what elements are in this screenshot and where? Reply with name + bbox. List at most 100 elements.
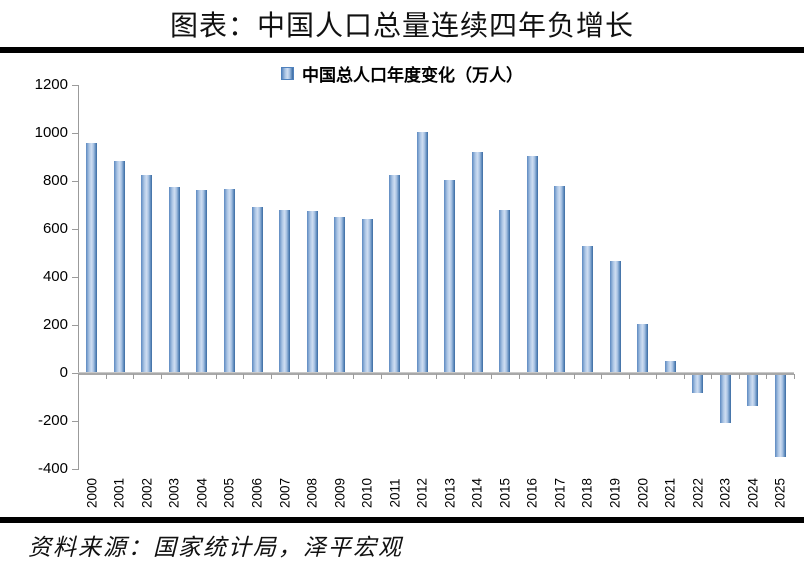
bar-chart-plot-area: 1200 1000 800 600 400 200 0 -200 -400 2000 2001 200…	[35, 76, 795, 508]
x-axis-tick-mark	[766, 374, 768, 379]
x-axis-category-label: 2013	[442, 477, 458, 509]
x-axis-category-label: 2011	[387, 478, 403, 508]
x-axis-tick-mark	[353, 374, 355, 379]
x-axis-tick-mark	[408, 374, 410, 379]
x-axis-category-label: 2021	[662, 477, 678, 509]
bar-2025	[774, 373, 786, 457]
y-axis-tick-mark	[72, 469, 78, 470]
x-axis-category-label: 2019	[607, 477, 623, 509]
x-axis-category-label: 2008	[304, 477, 320, 509]
bar-2014	[471, 152, 483, 373]
bar-2024	[747, 373, 759, 407]
x-axis-tick-mark	[105, 374, 107, 379]
x-axis-category-label: 2010	[359, 477, 375, 509]
source-note: 资料来源：国家统计局，泽平宏观	[28, 535, 403, 560]
y-axis-tick-label: 600	[42, 220, 68, 237]
x-axis-tick-mark	[78, 374, 79, 379]
y-axis-tick-label: 800	[42, 172, 68, 189]
bar-2023	[719, 373, 731, 423]
bar-2000	[86, 143, 98, 373]
y-axis-tick-label: 1200	[34, 76, 68, 93]
x-axis-tick-mark	[794, 374, 795, 379]
x-axis-category-label: 2014	[469, 477, 485, 509]
y-axis-tick-mark	[72, 421, 78, 422]
bar-2008	[306, 211, 318, 373]
y-axis-tick-label: 400	[42, 268, 68, 285]
y-axis-tick-label: 1000	[34, 124, 68, 141]
chart-title: 图表：中国人口总量连续四年负增长	[169, 11, 634, 42]
x-axis-tick-mark	[215, 374, 217, 379]
x-axis-category-label: 2023	[717, 477, 733, 509]
bar-2020	[637, 324, 649, 373]
bar-2021	[664, 361, 676, 373]
bar-2005	[223, 188, 235, 373]
x-axis-tick-mark	[298, 374, 300, 379]
bar-2001	[113, 160, 125, 373]
x-axis-category-label: 2015	[497, 477, 513, 509]
x-axis-tick-mark	[738, 374, 740, 379]
y-axis-tick-mark	[72, 85, 78, 86]
x-axis-tick-mark	[573, 374, 575, 379]
y-axis-tick-label: 0	[59, 364, 68, 381]
x-axis-tick-mark	[133, 374, 135, 379]
y-axis-tick-label: 200	[42, 316, 68, 333]
bar-2017	[554, 186, 566, 373]
x-axis-category-label: 2004	[194, 477, 210, 509]
y-axis-tick-mark	[72, 277, 78, 278]
top-divider-rule	[0, 47, 804, 53]
bar-2018	[581, 245, 593, 373]
x-axis-tick-mark	[436, 374, 437, 379]
x-axis-category-label: 2009	[332, 477, 348, 509]
x-axis-category-label: 2020	[635, 477, 651, 509]
bar-2002	[141, 174, 153, 373]
x-axis-tick-mark	[463, 374, 465, 379]
x-axis-tick-mark	[628, 374, 630, 379]
x-axis-category-label: 2018	[579, 477, 595, 509]
x-axis-category-label: 2016	[524, 477, 540, 509]
bar-2013	[444, 180, 456, 373]
x-axis-tick-mark	[518, 374, 520, 379]
x-axis-tick-mark	[243, 374, 245, 379]
x-axis-tick-mark	[160, 374, 162, 379]
x-axis-category-label: 2012	[414, 477, 430, 509]
x-axis-category-label: 2005	[221, 477, 237, 509]
bar-2016	[526, 155, 538, 373]
x-axis-tick-mark	[270, 374, 272, 379]
legend-marker-icon	[281, 66, 294, 80]
bar-2012	[416, 131, 428, 373]
y-axis-tick-label: -400	[37, 460, 68, 477]
legend: 中国总人口年度变化（万人）	[0, 62, 804, 85]
y-axis-line	[78, 85, 79, 470]
x-axis-category-label: 2001	[111, 477, 127, 509]
y-axis-tick-mark	[72, 373, 78, 374]
bar-2011	[389, 175, 401, 373]
x-axis-tick-mark	[683, 374, 685, 379]
bar-2006	[251, 206, 263, 373]
y-axis-tick-mark	[72, 325, 78, 326]
x-axis-zero-line	[78, 372, 794, 375]
bar-2009	[334, 216, 346, 373]
y-axis-tick-label: -200	[37, 412, 68, 429]
bar-2022	[692, 373, 704, 394]
bar-2010	[361, 219, 373, 373]
x-axis-category-label: 2003	[166, 477, 182, 509]
x-axis-category-label: 2017	[552, 477, 568, 509]
x-axis-category-label: 2007	[277, 477, 293, 509]
legend-label: 中国总人口年度变化（万人）	[302, 65, 523, 85]
x-axis-category-label: 2025	[772, 477, 788, 509]
y-axis-tick-mark	[72, 181, 78, 182]
bar-2019	[609, 260, 621, 373]
bar-2015	[499, 209, 511, 373]
bar-2003	[168, 187, 180, 373]
y-axis-tick-mark	[72, 133, 78, 134]
x-axis-category-label: 2006	[249, 477, 265, 509]
x-axis-category-label: 2024	[745, 477, 761, 509]
x-axis-tick-mark	[601, 374, 603, 379]
y-axis-tick-mark	[72, 229, 78, 230]
x-axis-category-label: 2000	[84, 477, 100, 509]
x-axis-tick-mark	[325, 374, 327, 379]
bar-2007	[279, 209, 291, 373]
x-axis-tick-mark	[546, 374, 548, 379]
bar-2004	[196, 190, 208, 373]
x-axis-tick-mark	[491, 374, 493, 379]
